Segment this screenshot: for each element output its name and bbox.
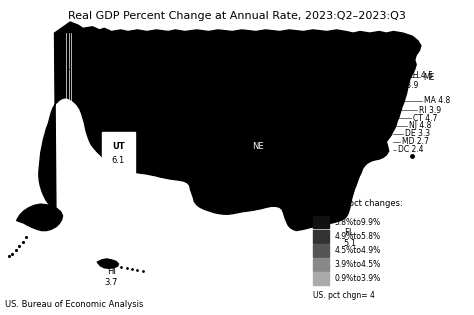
Text: 5.8%to9.9%: 5.8%to9.9% xyxy=(334,218,380,226)
Bar xyxy=(313,216,329,228)
Text: HI
3.7: HI 3.7 xyxy=(105,267,118,287)
Text: 3.9%to4.5%: 3.9%to4.5% xyxy=(334,260,381,269)
Bar xyxy=(313,244,329,257)
Text: FL
5.1: FL 5.1 xyxy=(344,228,357,248)
Text: DE 3.3: DE 3.3 xyxy=(405,129,430,138)
Text: MA 4.8: MA 4.8 xyxy=(424,96,450,105)
Text: ME: ME xyxy=(423,73,434,82)
Text: NE: NE xyxy=(253,142,264,151)
Text: AK
3.6: AK 3.6 xyxy=(27,247,41,267)
Text: CT 4.7: CT 4.7 xyxy=(413,114,438,123)
Text: US. Bureau of Economic Analysis: US. Bureau of Economic Analysis xyxy=(5,300,143,309)
Bar xyxy=(313,258,329,271)
Text: UT: UT xyxy=(112,142,125,151)
Text: DC 2.4: DC 2.4 xyxy=(398,145,424,154)
Text: MD 2.7: MD 2.7 xyxy=(402,137,429,146)
Polygon shape xyxy=(102,132,135,180)
Text: 6.1: 6.1 xyxy=(112,156,125,165)
Text: NJ 4.8: NJ 4.8 xyxy=(409,122,431,130)
Bar xyxy=(313,272,329,285)
Text: 0.9%to3.9%: 0.9%to3.9% xyxy=(334,274,381,283)
Text: RI 3.9: RI 3.9 xyxy=(419,106,442,115)
Text: NC: NC xyxy=(340,156,353,165)
Text: 4.5%to4.9%: 4.5%to4.9% xyxy=(334,246,381,255)
Text: 4.9%to5.8%: 4.9%to5.8% xyxy=(334,232,380,241)
Bar xyxy=(313,230,329,243)
Text: 5.1: 5.1 xyxy=(59,63,72,72)
Text: US. pct chgn= 4: US. pct chgn= 4 xyxy=(313,291,375,301)
Polygon shape xyxy=(39,22,421,231)
Text: Real GDP Percent Change at Annual Rate, 2023:Q2–2023:Q3: Real GDP Percent Change at Annual Rate, … xyxy=(68,11,406,21)
Text: NH 4.5: NH 4.5 xyxy=(407,71,433,80)
Text: Quintile pct changes:: Quintile pct changes: xyxy=(313,199,402,208)
Polygon shape xyxy=(97,259,118,268)
Text: VT 3.9: VT 3.9 xyxy=(394,81,419,89)
Polygon shape xyxy=(17,204,63,231)
